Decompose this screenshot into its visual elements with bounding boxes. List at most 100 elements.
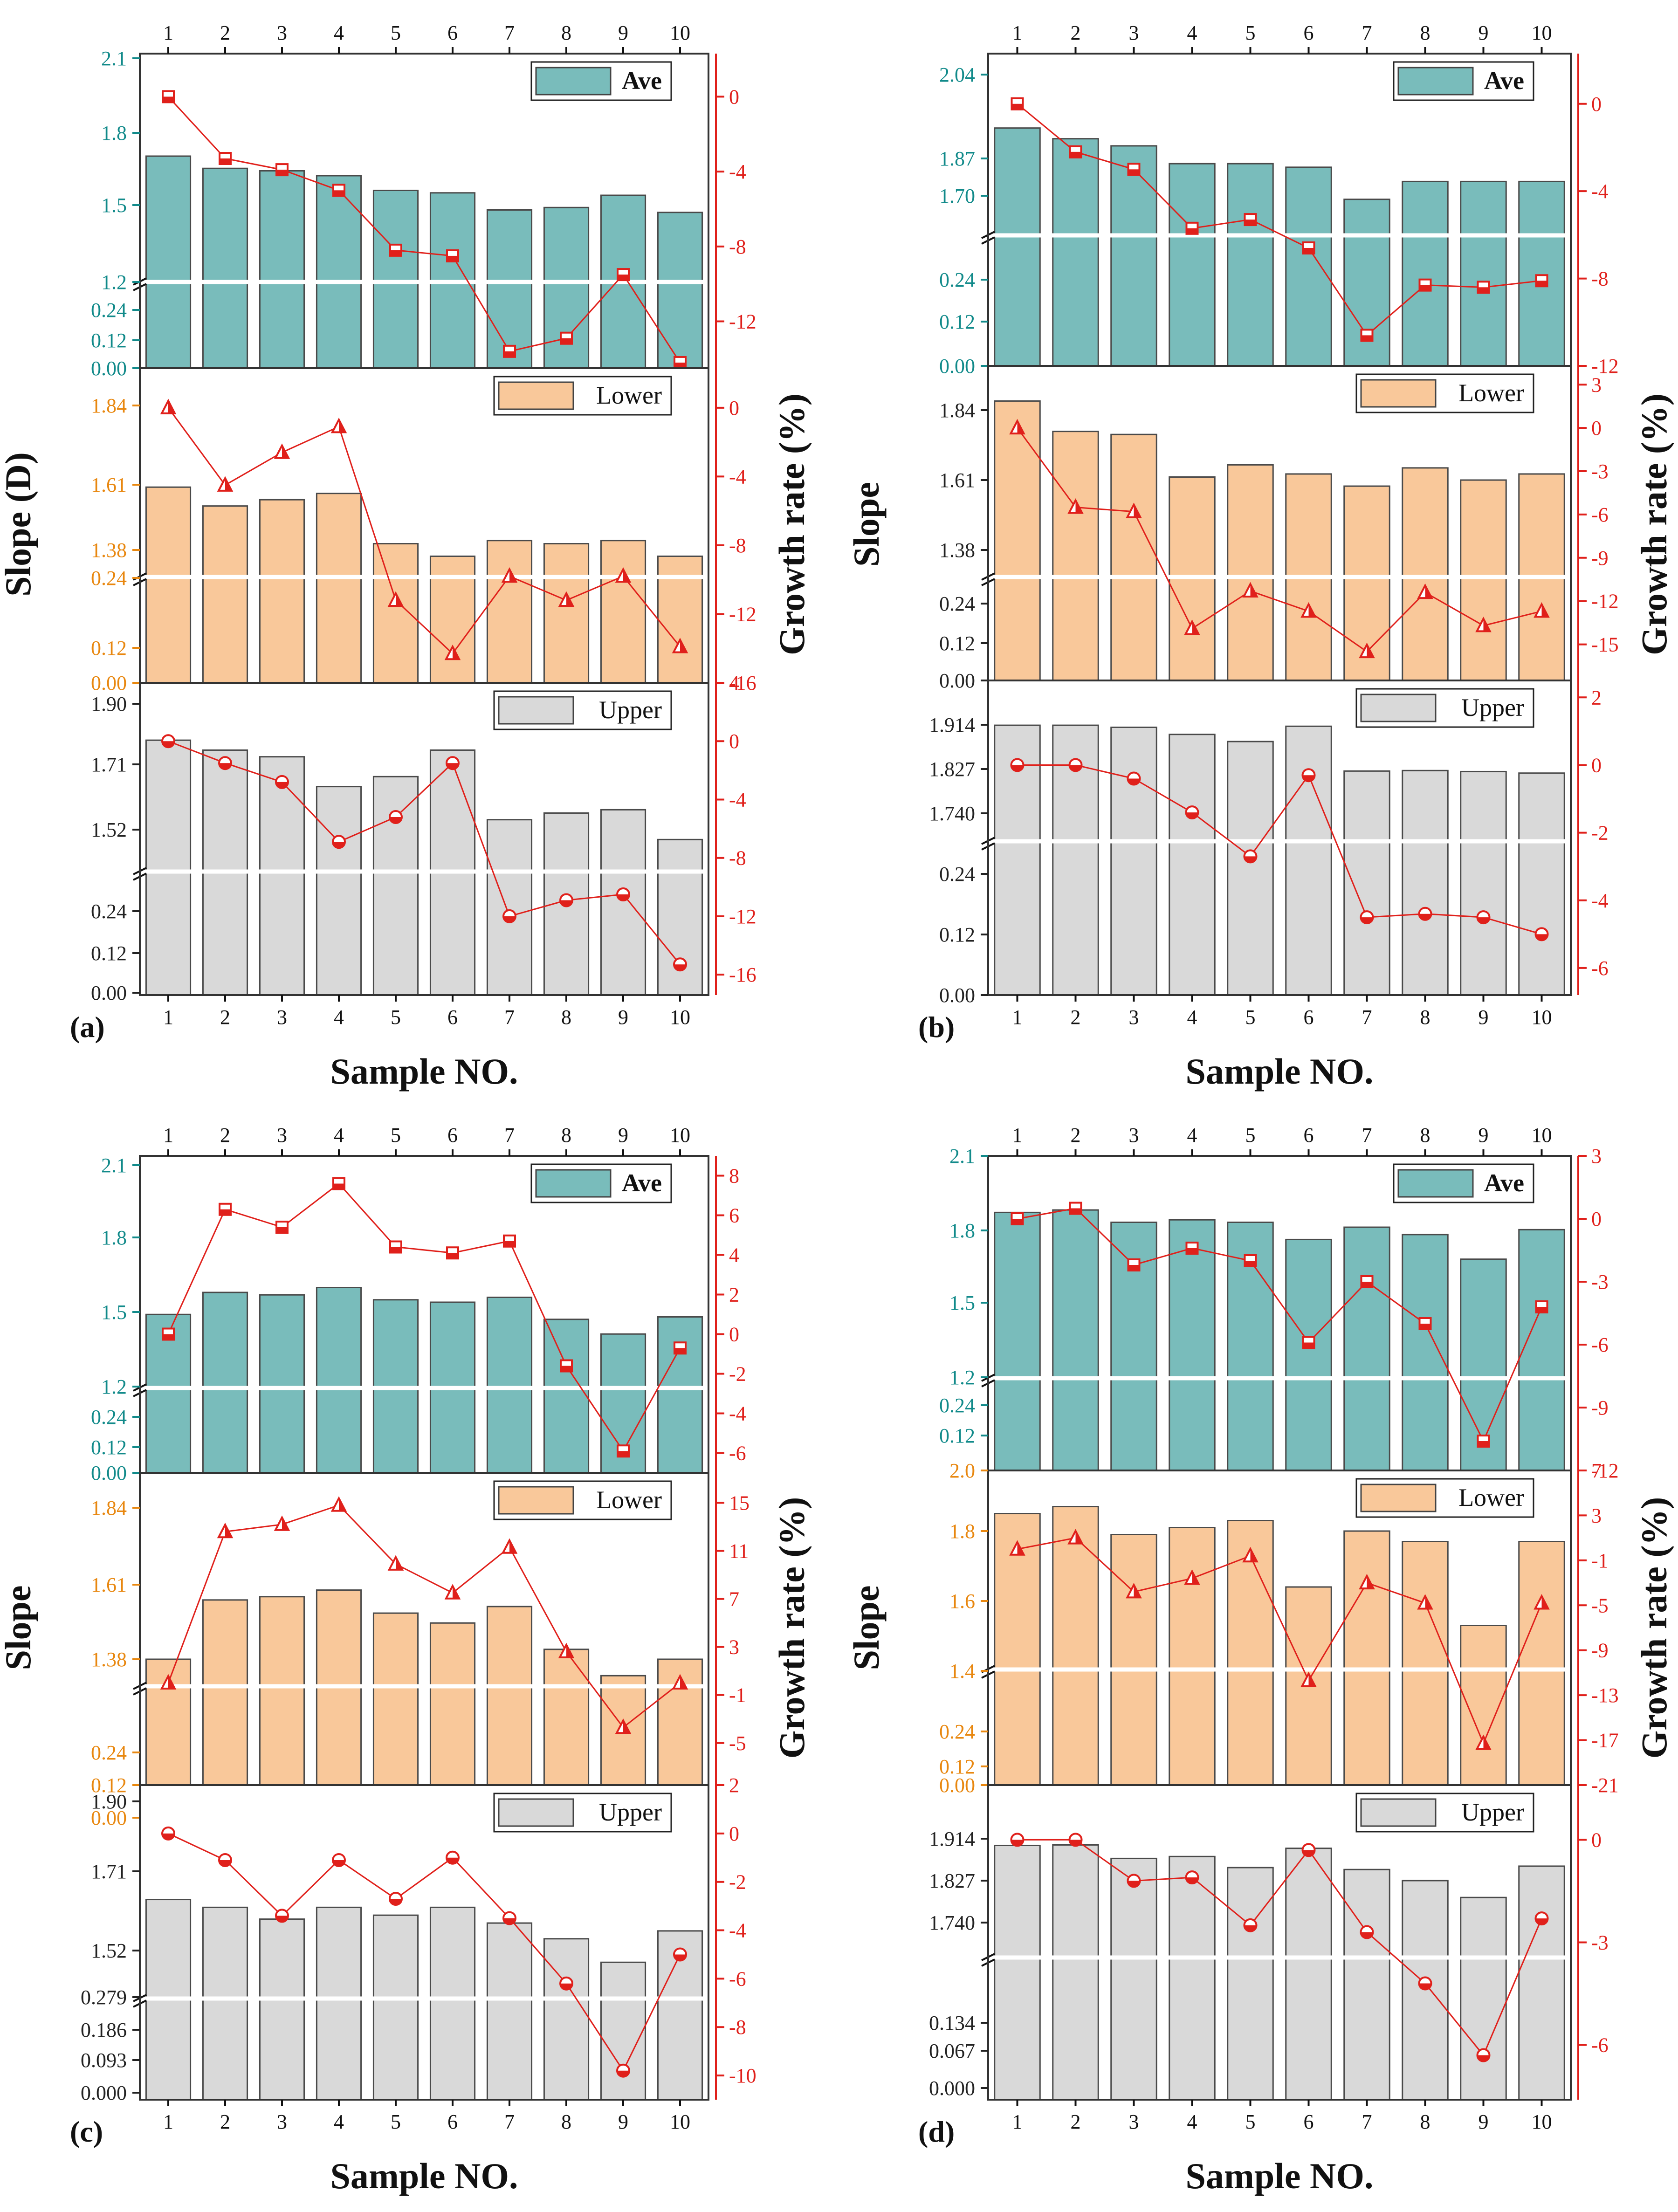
growth-marker-fill	[1011, 1219, 1023, 1224]
growth-marker-fill	[1541, 604, 1548, 617]
panel-label: (b)	[918, 1010, 955, 1044]
legend-label: Upper	[599, 696, 662, 724]
left-tick-label: 0.000	[81, 2081, 127, 2104]
bottom-tick-label: 4	[1187, 2110, 1197, 2133]
right-tick-label: 2	[729, 1284, 739, 1306]
growth-marker-fill	[1250, 584, 1257, 597]
right-tick-label: -5	[729, 1732, 746, 1755]
bar	[1227, 1520, 1274, 1786]
growth-marker-fill	[1478, 1441, 1489, 1447]
growth-marker-fill	[219, 763, 231, 769]
growth-marker-fill	[1536, 1307, 1547, 1312]
top-tick-label: 8	[1420, 1124, 1430, 1147]
left-tick-label: 2.1	[101, 1154, 127, 1177]
left-tick-label: 0.24	[91, 299, 127, 322]
subplot-lower: 1.84 1.61 1.38 0.24 0.12 0.00 15 11 7 3 -1 -5 Lower	[91, 1472, 750, 1829]
subplot-ave: 2.04 1.87 1.70 0.24 0.12 0.00 0 -4 -8 -12 Ave	[939, 53, 1619, 378]
bar	[1402, 180, 1449, 367]
bar	[202, 167, 248, 369]
left-tick-label: 0.00	[91, 1807, 127, 1829]
left-tick-label: 1.5	[949, 1291, 975, 1314]
left-tick-label: 0.12	[91, 637, 127, 659]
panel-b: 2.041.871.700.240.120.000-4-8-12Ave1.841…	[846, 21, 1674, 1092]
bottom-tick-label: 3	[277, 1006, 287, 1029]
growth-marker-fill	[1367, 1576, 1374, 1589]
top-tick-label: 2	[220, 21, 230, 44]
left-tick-label: 0.093	[81, 2049, 127, 2072]
growth-marker-fill	[276, 1916, 288, 1922]
growth-line	[167, 96, 681, 363]
bar	[1110, 145, 1157, 367]
left-tick-label: 0.24	[939, 1394, 975, 1417]
growth-line	[1017, 1839, 1542, 2057]
left-tick-label: 2.0	[949, 1459, 975, 1482]
right-tick-label: -2	[1591, 822, 1609, 845]
panel-a: 2.11.81.51.20.240.120.000-4-8-12Ave1.841…	[0, 21, 812, 1092]
bottom-tick-label: 8	[1420, 1006, 1430, 1029]
bar	[145, 739, 192, 996]
top-tick-label: 9	[1479, 1124, 1489, 1147]
bottom-tick-label: 3	[277, 2110, 287, 2133]
bar	[486, 1922, 533, 2101]
growth-line	[1017, 103, 1542, 337]
bottom-tick-label: 1	[1012, 1006, 1023, 1029]
legend-label: Lower	[1458, 379, 1524, 407]
bar	[486, 209, 533, 369]
right-tick-label: -4	[1591, 180, 1609, 203]
subplot-frame	[139, 1784, 709, 2101]
right-tick-label: 11	[729, 1540, 749, 1563]
top-tick-label: 5	[1245, 1124, 1256, 1147]
growth-marker-fill	[1128, 778, 1140, 785]
growth-marker-fill	[1069, 765, 1082, 771]
growth-line	[167, 1504, 681, 1729]
bar	[1402, 467, 1449, 681]
left-tick-label: 1.61	[91, 1573, 127, 1596]
right-tick-label: -3	[1591, 1931, 1609, 1954]
top-tick-label: 1	[163, 1124, 173, 1147]
left-tick-label: 0.12	[91, 329, 127, 352]
growth-marker-fill	[447, 1857, 459, 1864]
legend-label: Lower	[596, 381, 662, 409]
right-tick-label: -13	[1591, 1684, 1619, 1707]
right-tick-label: -16	[729, 672, 756, 694]
left-tick-label: 1.8	[949, 1219, 975, 1242]
y-axis-title: Slope	[0, 1585, 38, 1670]
growth-marker-fill	[1477, 2055, 1490, 2061]
growth-marker-fill	[674, 1348, 686, 1354]
left-tick-label: 1.71	[91, 753, 127, 776]
y2-axis-title: Growth rate (%)	[771, 393, 812, 655]
bar	[543, 1938, 590, 2101]
bottom-tick-label: 9	[618, 2110, 628, 2133]
bar	[145, 486, 192, 684]
growth-marker-fill	[162, 1833, 174, 1840]
top-tick-label: 5	[1245, 21, 1256, 44]
left-tick-label: 0.24	[91, 1741, 127, 1764]
left-tick-label: 1.6	[949, 1590, 975, 1613]
top-tick-label: 1	[163, 21, 173, 44]
growth-marker-fill	[1070, 1208, 1081, 1214]
bar	[600, 809, 646, 996]
growth-marker-fill	[509, 569, 516, 582]
legend-swatch	[535, 1169, 612, 1198]
bar	[1343, 1226, 1390, 1471]
bar	[316, 1906, 362, 2101]
growth-marker-fill	[333, 190, 344, 196]
left-tick-label: 1.8	[101, 122, 127, 144]
panel-d: 2.11.81.51.20.240.1230-3-6-9-12Ave2.01.8…	[846, 1124, 1674, 2196]
left-tick-label: 0.00	[939, 669, 975, 692]
bottom-tick-label: 6	[1304, 1006, 1314, 1029]
left-tick-label: 1.5	[101, 194, 127, 217]
bar	[1518, 772, 1565, 996]
left-tick-label: 1.52	[91, 818, 127, 841]
bottom-tick-label: 2	[1071, 1006, 1081, 1029]
right-tick-label: -4	[729, 160, 746, 183]
bar	[145, 155, 192, 369]
left-tick-label: 1.4	[949, 1660, 975, 1683]
top-tick-label: 10	[1532, 21, 1552, 44]
left-tick-label: 0.12	[939, 632, 975, 655]
legend-swatch	[498, 1798, 574, 1827]
right-tick-label: 3	[1591, 1504, 1602, 1527]
bar	[316, 493, 362, 684]
left-tick-label: 0.12	[91, 942, 127, 965]
growth-marker-fill	[509, 1540, 516, 1553]
